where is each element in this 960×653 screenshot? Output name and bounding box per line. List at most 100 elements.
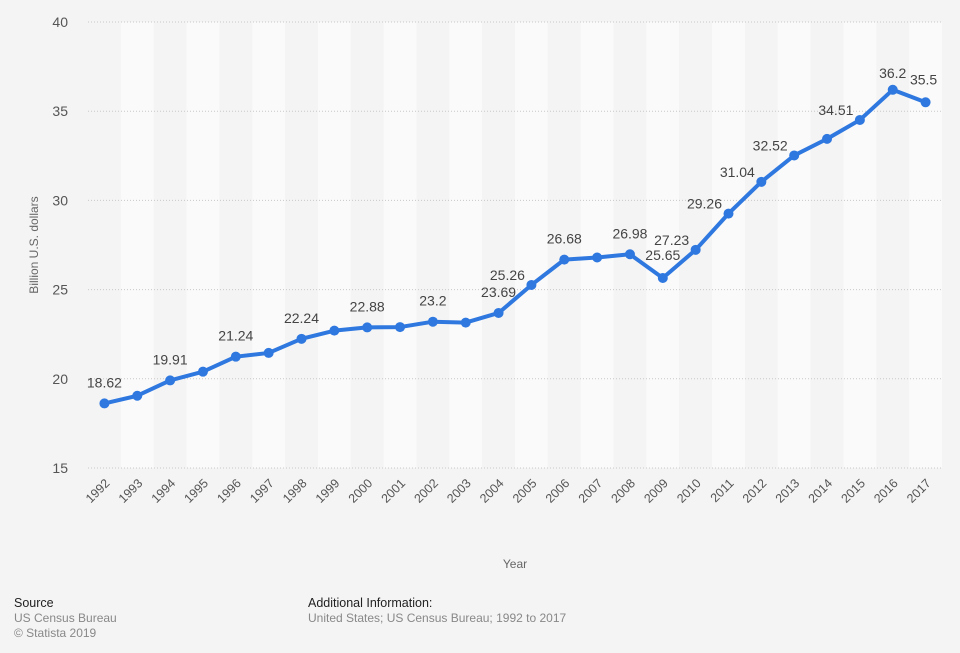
x-tick-label: 2008 xyxy=(609,476,639,506)
column-band xyxy=(219,22,253,468)
data-point xyxy=(723,208,734,219)
data-point xyxy=(690,244,701,255)
data-point xyxy=(296,333,307,344)
data-point xyxy=(362,322,373,333)
data-point xyxy=(789,150,800,161)
column-bands xyxy=(88,22,942,468)
column-band xyxy=(515,22,548,468)
x-tick-label: 2002 xyxy=(411,476,441,506)
y-tick-label: 30 xyxy=(52,192,68,208)
data-point xyxy=(592,252,603,263)
x-tick-label: 2014 xyxy=(806,476,836,506)
data-point xyxy=(887,84,898,95)
column-band xyxy=(580,22,614,468)
data-point xyxy=(822,133,833,144)
copyright: © Statista 2019 xyxy=(14,626,97,640)
column-band xyxy=(317,22,351,468)
x-tick-label: 2013 xyxy=(773,476,803,506)
data-point xyxy=(920,97,931,108)
data-point xyxy=(329,325,340,336)
x-tick-label: 2003 xyxy=(444,476,474,506)
info-text: United States; US Census Bureau; 1992 to… xyxy=(308,611,567,625)
column-band xyxy=(712,22,745,468)
x-tick-label: 2017 xyxy=(904,476,934,506)
column-band xyxy=(120,22,154,468)
data-point xyxy=(493,307,504,318)
data-label: 27.23 xyxy=(654,232,689,248)
x-tick-label: 1998 xyxy=(280,476,310,506)
data-label: 22.88 xyxy=(350,298,385,314)
x-tick-label: 1997 xyxy=(247,476,277,506)
info-title: Additional Information: xyxy=(308,596,433,610)
y-axis-ticks: 15 20 25 30 35 40 xyxy=(52,14,68,476)
x-tick-label: 1993 xyxy=(116,476,146,506)
x-tick-label: 1994 xyxy=(149,476,179,506)
data-point xyxy=(427,316,438,327)
data-label: 25.65 xyxy=(645,247,680,263)
x-tick-label: 2000 xyxy=(346,476,376,506)
gridlines xyxy=(88,21,942,469)
footer-additional-info: Additional Information: United States; U… xyxy=(308,596,566,626)
x-tick-label: 1999 xyxy=(313,476,343,506)
x-tick-label: 2016 xyxy=(871,476,901,506)
x-tick-label: 1995 xyxy=(182,476,212,506)
y-tick-label: 25 xyxy=(52,282,68,298)
column-band xyxy=(285,22,318,468)
column-band xyxy=(876,22,910,468)
x-tick-label: 2001 xyxy=(379,476,409,506)
source-name: US Census Bureau xyxy=(14,611,117,625)
data-point xyxy=(132,390,143,401)
data-label: 35.5 xyxy=(910,71,937,87)
column-band xyxy=(186,22,220,468)
data-label: 19.91 xyxy=(153,351,188,367)
data-point xyxy=(263,347,274,358)
data-point xyxy=(395,322,406,333)
column-band xyxy=(613,22,647,468)
data-label: 25.26 xyxy=(490,267,525,283)
column-band xyxy=(416,22,450,468)
data-label: 32.52 xyxy=(753,137,788,153)
data-points xyxy=(99,84,931,409)
x-tick-label: 2011 xyxy=(708,476,737,505)
column-band xyxy=(383,22,417,468)
column-band xyxy=(777,22,811,468)
y-tick-label: 35 xyxy=(52,103,68,119)
data-label: 29.26 xyxy=(687,196,722,212)
data-label: 18.62 xyxy=(87,374,122,390)
data-point xyxy=(624,249,635,260)
data-label: 22.24 xyxy=(284,310,319,326)
series-line xyxy=(102,87,928,406)
x-tick-label: 2004 xyxy=(477,476,507,506)
column-band xyxy=(547,22,581,468)
data-point xyxy=(657,273,668,284)
x-tick-label: 2010 xyxy=(674,476,704,506)
data-point xyxy=(197,366,208,377)
column-band xyxy=(88,22,121,468)
x-tick-label: 1996 xyxy=(214,476,244,506)
x-axis-ticks: 1992 1993 1994 1995 1996 1997 1998 1999 2000 2001… xyxy=(83,476,934,506)
data-point xyxy=(854,114,865,125)
source-title: Source xyxy=(14,596,54,610)
column-band xyxy=(744,22,778,468)
x-tick-label: 2012 xyxy=(740,476,770,506)
column-band xyxy=(810,22,844,468)
data-label: 31.04 xyxy=(720,164,755,180)
series-line-path xyxy=(102,87,928,406)
column-band xyxy=(909,22,942,468)
x-tick-label: 2015 xyxy=(838,476,868,506)
x-tick-label: 2005 xyxy=(510,476,540,506)
data-label: 34.51 xyxy=(818,102,853,118)
data-point xyxy=(559,254,570,265)
column-band xyxy=(153,22,187,468)
x-tick-label: 2007 xyxy=(576,476,606,506)
y-axis-label: Billion U.S. dollars xyxy=(27,196,41,293)
y-tick-label: 20 xyxy=(52,371,68,387)
data-label: 23.2 xyxy=(419,293,446,309)
column-band xyxy=(843,22,877,468)
column-band xyxy=(252,22,286,468)
x-axis-label: Year xyxy=(503,557,527,571)
x-tick-label: 2006 xyxy=(543,476,573,506)
column-band xyxy=(350,22,384,468)
data-point xyxy=(230,351,241,362)
data-label: 21.24 xyxy=(218,328,253,344)
